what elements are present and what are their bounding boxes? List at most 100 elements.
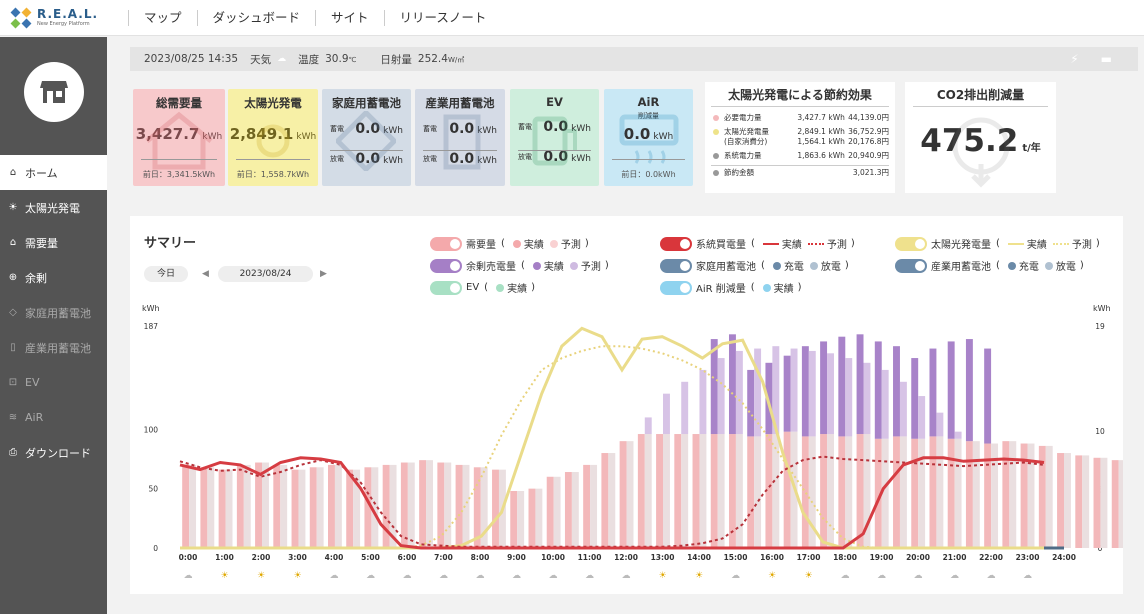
legend-item-0[interactable]: 需要量 (実績 予測) — [430, 236, 589, 251]
cloud-icon: ☁ — [950, 571, 959, 581]
date-display[interactable]: 2023/08/24 — [218, 266, 313, 282]
ev-icon: ⊡ — [8, 377, 18, 388]
prev-date-icon[interactable]: ◀ — [202, 269, 209, 279]
card-home-battery[interactable]: 家庭用蓄電池 蓄電 0.0 kWh 放電 0.0 kWh — [322, 89, 411, 186]
cloud-icon: ☁ — [330, 571, 339, 581]
legend-item-1[interactable]: 系統買電量 (実績 予測) — [660, 236, 855, 251]
demand-forecast-bar — [663, 434, 670, 548]
saving-row-total: 節約金額 3,021.3円 — [705, 166, 895, 180]
x-tick-label: 18:00 — [833, 553, 857, 562]
legend-toggle[interactable] — [430, 280, 462, 295]
sidebar-item-4[interactable]: ◇ 家庭用蓄電池 — [0, 295, 107, 330]
legend-item-5[interactable]: 産業用蓄電池 (充電 放電) — [895, 258, 1084, 273]
saving-title: 太陽光発電による節約効果 — [711, 82, 889, 107]
nav-dashboard[interactable]: ダッシュボード — [196, 9, 316, 26]
demand-actual-bar — [710, 434, 718, 548]
demand-actual-bar — [656, 434, 664, 548]
demand-forecast-bar — [553, 476, 561, 548]
legend-item-4[interactable]: 家庭用蓄電池 (充電 放電) — [660, 258, 849, 273]
card-demand[interactable]: 総需要量 3,427.7 kWh 前日：3,341.5kWh — [133, 89, 225, 186]
legend-item-6[interactable]: EV (実績) — [430, 280, 535, 295]
legend-paren-close: ) — [604, 260, 609, 271]
irradiance-label: 日射量 — [380, 53, 412, 66]
sidebar-item-5[interactable]: ▯ 産業用蓄電池 — [0, 330, 107, 365]
demand-actual-bar — [419, 460, 427, 548]
chat-icon[interactable]: ▬ — [1100, 52, 1112, 66]
demand-forecast-bar — [881, 438, 889, 548]
download-icon: ⎙ — [9, 447, 17, 458]
card-air[interactable]: AiR 削減量 0.0 kWh 前日：0.0kWh — [604, 89, 693, 186]
logo-subtitle: New Energy Platform — [37, 21, 90, 27]
air-icon: ≋ — [8, 412, 18, 423]
demand-forecast-bar — [735, 434, 743, 548]
x-tick-label: 19:00 — [870, 553, 894, 562]
saving-row-solar: 太陽光発電量 (自家消費分) 2,849.1 kWh 1,564.1 kWh 36,… — [705, 125, 895, 149]
nav-site[interactable]: サイト — [315, 9, 384, 26]
demand-forecast-bar — [262, 462, 269, 548]
logo[interactable]: R.E.A.L. New Energy Platform — [0, 0, 108, 36]
nav-release-notes[interactable]: リリースノート — [383, 9, 502, 26]
sidebar-item-label: ダウンロード — [25, 446, 91, 460]
legend-toggle[interactable] — [430, 236, 462, 251]
surplus-forecast-bar — [827, 353, 834, 435]
legend-item-3[interactable]: 余剰売電量 (実績 予測) — [430, 258, 609, 273]
demand-actual-bar — [637, 434, 645, 548]
demand-actual-bar — [911, 438, 919, 548]
cloud-icon: ☁ — [731, 571, 740, 581]
demand-actual-bar — [200, 467, 208, 548]
ind-battery-discharge: 0.0 — [449, 151, 475, 167]
x-tick-label: 16:00 — [760, 553, 784, 562]
surplus-forecast-bar — [845, 358, 853, 437]
legend-sub-label: 放電 — [1055, 262, 1076, 273]
today-button[interactable]: 今日 — [144, 266, 188, 282]
lightning-icon[interactable]: ⚡ — [1070, 52, 1079, 66]
discharge-label: 放電 — [518, 153, 532, 161]
x-tick-label: 23:00 — [1016, 553, 1040, 562]
nav-map[interactable]: マップ — [128, 9, 197, 26]
charge-unit: kWh — [477, 126, 497, 136]
legend-paren-open: ( — [484, 282, 489, 293]
legend-paren-open: ( — [750, 282, 755, 293]
card-solar[interactable]: 太陽光発電 2,849.1 kWh 前日：1,558.7kWh — [228, 89, 318, 186]
demand-actual-bar — [984, 443, 992, 548]
card-industrial-battery[interactable]: 産業用蓄電池 蓄電 0.0 kWh 放電 0.0 kWh — [415, 89, 505, 186]
demand-forecast-bar — [207, 467, 215, 548]
legend-toggle[interactable] — [895, 236, 927, 251]
demand-value: 3,427.7 — [135, 125, 200, 143]
demand-actual-bar — [728, 434, 736, 548]
demand-forecast-bar — [936, 436, 944, 548]
ev-charge: 0.0 — [543, 119, 569, 135]
demand-forecast-bar — [918, 438, 926, 548]
legend-item-2[interactable]: 太陽光発電量 (実績 予測) — [895, 236, 1100, 251]
legend-toggle[interactable] — [430, 258, 462, 273]
store-icon[interactable] — [23, 62, 84, 122]
sidebar-item-8[interactable]: ⎙ ダウンロード — [0, 435, 107, 470]
legend-toggle[interactable] — [660, 236, 692, 251]
demand-forecast-bar — [225, 469, 233, 548]
sidebar-item-3[interactable]: ⊕ 余剰 — [0, 260, 107, 295]
legend-marker — [1007, 261, 1016, 270]
legend-toggle[interactable] — [660, 258, 692, 273]
legend-sub-label: 予測 — [1071, 240, 1092, 251]
top-navbar: R.E.A.L. New Energy Platform マップ ダッシュボード… — [0, 0, 1144, 36]
sidebar-item-6[interactable]: ⊡ EV — [0, 365, 107, 400]
cloud-icon: ☁ — [877, 571, 886, 581]
y-tick-label: 0 — [153, 544, 158, 553]
sidebar-item-2[interactable]: ⌂ 需要量 — [0, 225, 107, 260]
legend-toggle[interactable] — [895, 258, 927, 273]
legend-marker — [496, 283, 505, 292]
demand-forecast-bar — [608, 453, 616, 548]
legend-toggle[interactable] — [660, 280, 692, 295]
sidebar-item-1[interactable]: ☀ 太陽光発電 — [0, 190, 107, 225]
legend-marker — [772, 261, 781, 270]
card-ev[interactable]: EV 蓄電 0.0 kWh 放電 0.0 kWh — [510, 89, 599, 186]
sidebar-item-0[interactable]: ⌂ ホーム — [0, 155, 107, 190]
demand-actual-bar — [893, 436, 900, 548]
legend-paren-open: ( — [996, 260, 1000, 271]
demand-actual-bar — [492, 469, 499, 548]
sidebar-item-7[interactable]: ≋ AiR — [0, 400, 107, 435]
demand-actual-bar — [601, 453, 609, 548]
demand-actual-bar — [255, 462, 263, 548]
legend-item-7[interactable]: AiR 削減量 (実績) — [660, 280, 802, 295]
next-date-icon[interactable]: ▶ — [320, 269, 327, 279]
